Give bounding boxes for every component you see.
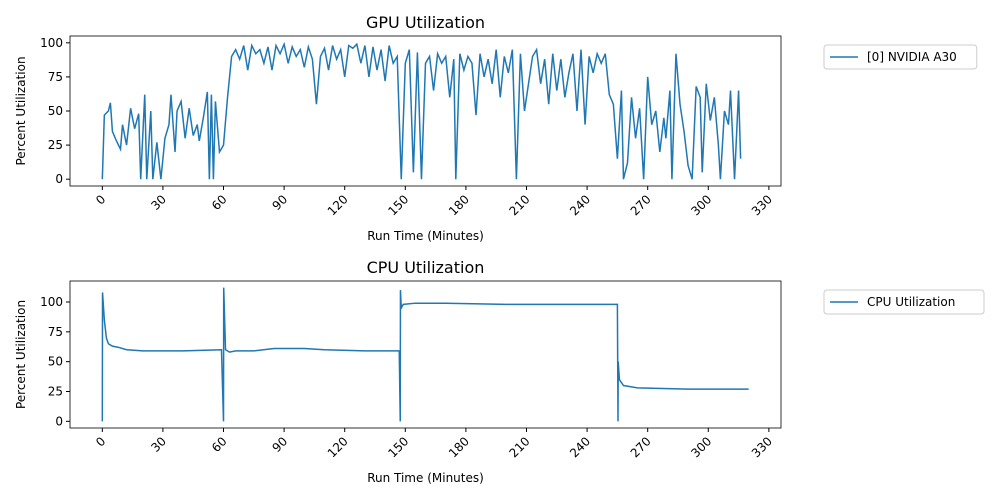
- x-tick-label: 60: [209, 192, 230, 213]
- x-tick-label: 60: [209, 434, 230, 455]
- x-tick-label: 210: [507, 434, 533, 460]
- y-tick-label: 0: [55, 172, 63, 186]
- x-tick-label: 300: [688, 192, 714, 218]
- x-tick-label: 0: [93, 192, 108, 207]
- x-tick-label: 270: [628, 434, 654, 460]
- x-tick-label: 270: [628, 192, 654, 218]
- line: [101, 287, 749, 422]
- y-tick-label: 100: [40, 36, 63, 50]
- x-tick-label: 120: [325, 434, 351, 460]
- y-axis-label: Percent Utilization: [14, 56, 28, 165]
- chart-title: CPU Utilization: [367, 258, 485, 277]
- x-tick-label: 150: [385, 434, 411, 460]
- legend-frame: [823, 289, 985, 315]
- x-tick-label: 210: [507, 192, 533, 218]
- y-tick-label: 75: [48, 325, 63, 339]
- legend-frame: [823, 44, 978, 70]
- legend-label: CPU Utilization: [867, 295, 955, 309]
- y-tick-label: 0: [55, 414, 63, 428]
- y-tick-label: 50: [48, 355, 63, 369]
- y-tick-label: 25: [48, 138, 63, 152]
- x-tick-label: 240: [567, 192, 593, 218]
- x-tick-label: 90: [270, 434, 291, 455]
- x-tick-label: 120: [325, 192, 351, 218]
- x-tick-label: 330: [749, 192, 775, 218]
- x-tick-label: 150: [385, 192, 411, 218]
- y-tick-label: 25: [48, 384, 63, 398]
- y-tick-label: 100: [40, 295, 63, 309]
- y-axis-label: Percent Utilization: [14, 300, 28, 409]
- x-tick-label: 30: [148, 192, 169, 213]
- line: [101, 41, 742, 180]
- legend-label: [0] NVIDIA A30: [867, 50, 957, 64]
- chart-title: GPU Utilization: [366, 13, 485, 32]
- axes-frame: [69, 35, 782, 187]
- x-tick-label: 180: [446, 434, 472, 460]
- y-tick-label: 50: [48, 104, 63, 118]
- axes-frame: [69, 280, 782, 429]
- y-tick-label: 75: [48, 70, 63, 84]
- x-axis-label: Run Time (Minutes): [367, 229, 484, 243]
- x-tick-label: 0: [93, 434, 108, 449]
- x-tick-label: 30: [148, 434, 169, 455]
- x-tick-label: 330: [749, 434, 775, 460]
- x-tick-label: 300: [688, 434, 714, 460]
- x-tick-label: 240: [567, 434, 593, 460]
- x-tick-label: 90: [270, 192, 291, 213]
- x-tick-label: 180: [446, 192, 472, 218]
- x-axis-label: Run Time (Minutes): [367, 471, 484, 485]
